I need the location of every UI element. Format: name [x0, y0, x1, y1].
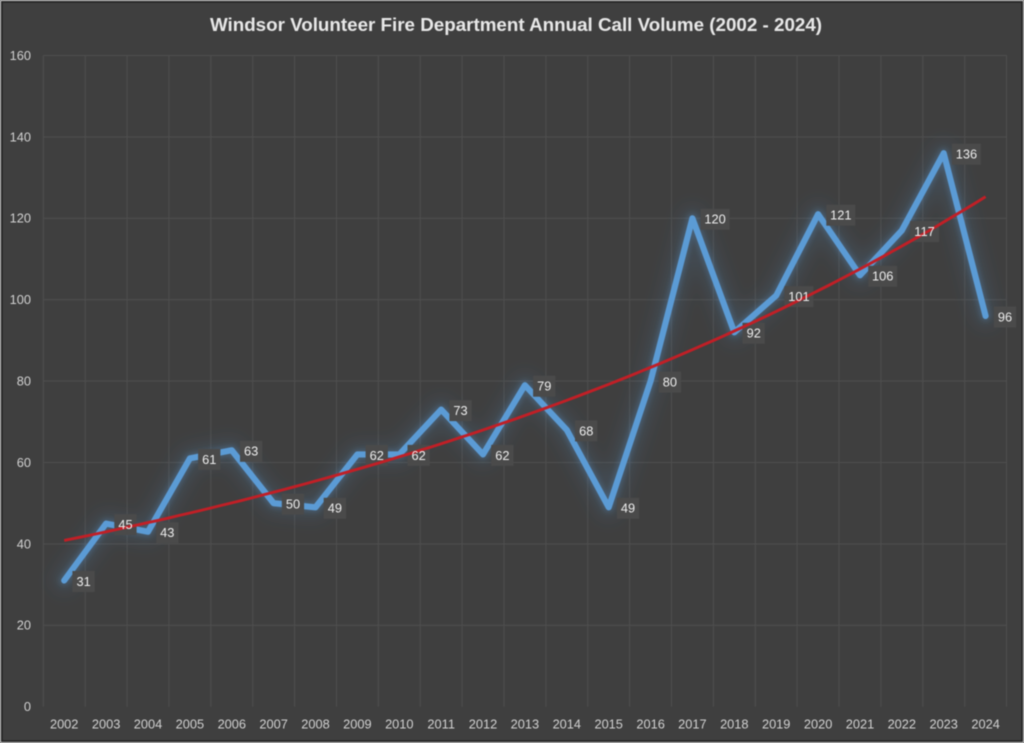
svg-text:2015: 2015 — [594, 717, 622, 732]
svg-text:2014: 2014 — [553, 717, 581, 732]
svg-text:50: 50 — [286, 497, 300, 512]
svg-text:2004: 2004 — [134, 717, 162, 732]
svg-text:100: 100 — [10, 292, 31, 307]
svg-text:2024: 2024 — [971, 717, 999, 732]
svg-text:80: 80 — [17, 374, 31, 389]
svg-text:2005: 2005 — [176, 717, 204, 732]
svg-text:2017: 2017 — [678, 717, 706, 732]
svg-text:2013: 2013 — [511, 717, 539, 732]
svg-text:117: 117 — [914, 224, 934, 239]
svg-text:140: 140 — [10, 129, 31, 144]
svg-text:0: 0 — [24, 699, 31, 714]
svg-text:2007: 2007 — [259, 717, 287, 732]
svg-text:68: 68 — [579, 423, 593, 438]
svg-text:2016: 2016 — [636, 717, 664, 732]
svg-text:80: 80 — [663, 375, 677, 390]
svg-text:160: 160 — [10, 48, 31, 63]
svg-text:60: 60 — [17, 455, 31, 470]
svg-text:136: 136 — [956, 147, 977, 162]
svg-text:2008: 2008 — [301, 717, 329, 732]
svg-text:62: 62 — [411, 448, 425, 463]
svg-text:106: 106 — [872, 269, 893, 284]
svg-text:49: 49 — [328, 501, 342, 516]
svg-text:40: 40 — [17, 536, 31, 551]
svg-text:45: 45 — [118, 517, 132, 532]
svg-text:2009: 2009 — [343, 717, 371, 732]
svg-text:2006: 2006 — [218, 717, 246, 732]
svg-text:2020: 2020 — [804, 717, 832, 732]
svg-text:2010: 2010 — [385, 717, 413, 732]
svg-text:2003: 2003 — [92, 717, 120, 732]
svg-text:121: 121 — [830, 208, 851, 223]
svg-text:2019: 2019 — [762, 717, 790, 732]
svg-text:96: 96 — [998, 309, 1012, 324]
svg-text:61: 61 — [202, 452, 216, 467]
svg-text:92: 92 — [747, 326, 761, 341]
svg-text:2012: 2012 — [469, 717, 497, 732]
svg-text:62: 62 — [370, 448, 384, 463]
svg-text:62: 62 — [495, 448, 509, 463]
svg-text:Windsor Volunteer Fire Departm: Windsor Volunteer Fire Department Annual… — [210, 14, 822, 35]
svg-text:73: 73 — [453, 403, 467, 418]
svg-text:20: 20 — [17, 618, 31, 633]
svg-text:49: 49 — [621, 501, 635, 516]
svg-text:63: 63 — [244, 444, 258, 459]
svg-text:2011: 2011 — [427, 717, 455, 732]
svg-text:2021: 2021 — [846, 717, 874, 732]
svg-text:2023: 2023 — [929, 717, 957, 732]
svg-text:43: 43 — [160, 525, 174, 540]
svg-text:120: 120 — [10, 211, 31, 226]
svg-text:2018: 2018 — [720, 717, 748, 732]
svg-text:2002: 2002 — [50, 717, 78, 732]
svg-text:79: 79 — [537, 379, 551, 394]
svg-text:101: 101 — [788, 289, 809, 304]
svg-text:2022: 2022 — [888, 717, 916, 732]
svg-text:31: 31 — [76, 574, 90, 589]
svg-text:120: 120 — [704, 212, 725, 227]
